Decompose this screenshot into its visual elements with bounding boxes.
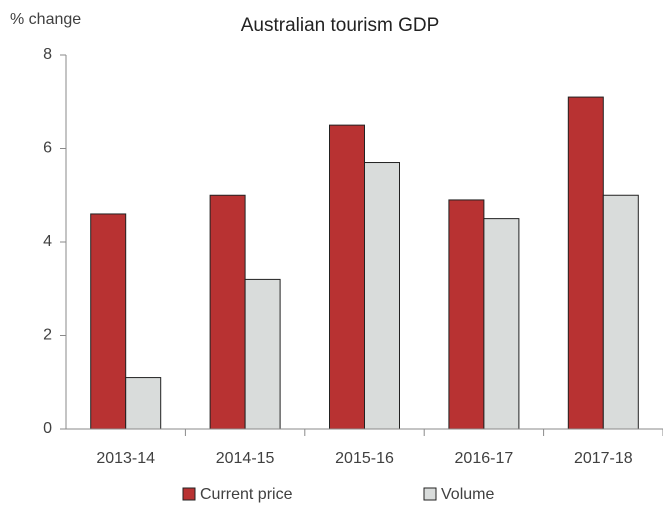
- bar: [244, 278, 281, 430]
- x-tick-label: 2017-18: [574, 450, 633, 467]
- y-tick-label: 0: [43, 420, 52, 437]
- legend-label: Current price: [200, 486, 293, 503]
- bar: [209, 194, 246, 430]
- y-tick-label: 8: [43, 46, 52, 63]
- legend-swatch: [182, 487, 196, 501]
- y-axis-label: % change: [10, 11, 81, 28]
- legend-swatch: [423, 487, 437, 501]
- bar: [567, 96, 604, 430]
- y-tick-label: 2: [43, 327, 52, 344]
- bar: [364, 162, 400, 430]
- x-tick-label: 2015-16: [335, 450, 394, 467]
- bar: [483, 218, 520, 430]
- bar: [448, 199, 485, 430]
- x-tick-label: 2013-14: [96, 450, 155, 467]
- bar: [90, 213, 127, 430]
- bar: [602, 194, 639, 430]
- legend-label: Volume: [441, 486, 494, 503]
- chart-title: Australian tourism GDP: [241, 15, 440, 36]
- bar: [125, 377, 162, 430]
- y-tick-label: 6: [43, 140, 52, 157]
- bar: [329, 124, 365, 430]
- x-tick-label: 2014-15: [216, 450, 275, 467]
- x-tick-label: 2016-17: [455, 450, 514, 467]
- y-tick-label: 4: [43, 233, 52, 250]
